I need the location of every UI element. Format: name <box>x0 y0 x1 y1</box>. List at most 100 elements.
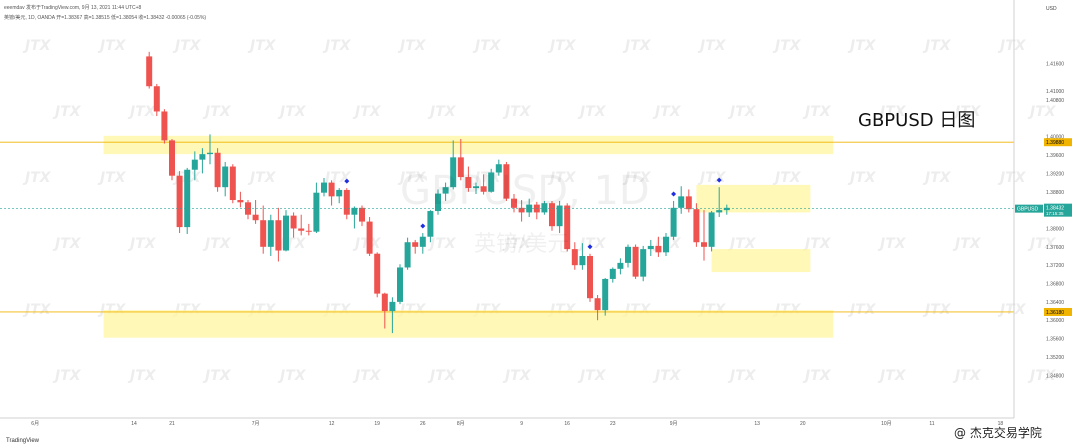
candle-body[interactable] <box>290 215 297 229</box>
candle-body[interactable] <box>602 278 609 311</box>
candle-body[interactable] <box>435 193 441 212</box>
candle-body[interactable] <box>587 256 593 299</box>
watermark-tile: JTX <box>802 104 832 120</box>
candle-body[interactable] <box>184 169 191 228</box>
watermark-tile: JTX <box>847 170 877 186</box>
candle-body[interactable] <box>625 246 631 263</box>
candle-body[interactable] <box>511 198 517 208</box>
candle-body[interactable] <box>473 186 479 189</box>
watermark-tile: JTX <box>847 38 877 54</box>
candle-body[interactable] <box>351 207 358 215</box>
candle-body[interactable] <box>298 228 305 231</box>
candle-body[interactable] <box>678 196 685 208</box>
candle-body[interactable] <box>549 203 555 227</box>
candle-body[interactable] <box>267 220 274 247</box>
x-tick-label: 7月 <box>252 421 260 427</box>
candle-body[interactable] <box>237 200 244 203</box>
candle-body[interactable] <box>207 152 213 155</box>
candle-body[interactable] <box>275 220 282 251</box>
candle-body[interactable] <box>313 192 320 232</box>
candle-body[interactable] <box>397 267 403 302</box>
candle-body[interactable] <box>579 256 586 266</box>
candle-body[interactable] <box>374 253 381 294</box>
signal-marker <box>344 178 350 184</box>
candle-body[interactable] <box>663 236 669 253</box>
candle-body[interactable] <box>594 298 601 311</box>
candle-body[interactable] <box>328 182 335 197</box>
price-zone <box>696 184 811 213</box>
candle-body[interactable] <box>617 262 624 269</box>
candle-body[interactable] <box>457 157 464 178</box>
watermark-tile: JTX <box>502 104 532 120</box>
candle-body[interactable] <box>708 212 715 247</box>
candle-body[interactable] <box>693 209 700 243</box>
candle-body[interactable] <box>381 293 388 312</box>
candle-body[interactable] <box>161 111 168 141</box>
candle-body[interactable] <box>701 242 707 247</box>
candle-body[interactable] <box>670 207 677 237</box>
watermark-tile: JTX <box>22 38 52 54</box>
candle-body[interactable] <box>260 220 267 247</box>
candle-body[interactable] <box>442 187 449 194</box>
candle-body[interactable] <box>199 154 206 160</box>
y-tick-label: 1.38000 <box>1046 226 1064 232</box>
candle-body[interactable] <box>480 186 487 192</box>
watermark-symbol: GBPUSD, 1D <box>400 168 650 214</box>
candle-body[interactable] <box>305 230 312 232</box>
candle-body[interactable] <box>404 242 411 268</box>
candle-body[interactable] <box>450 157 457 188</box>
candle-body[interactable] <box>366 221 373 254</box>
candle-body[interactable] <box>176 175 183 228</box>
candle-body[interactable] <box>723 207 730 211</box>
candle-body[interactable] <box>283 215 289 251</box>
candle-body[interactable] <box>655 245 662 253</box>
candle-body[interactable] <box>321 182 327 193</box>
candle-body[interactable] <box>153 86 160 112</box>
watermark-tile: JTX <box>847 302 877 318</box>
candle-body[interactable] <box>632 246 639 277</box>
candle-body[interactable] <box>359 207 365 222</box>
candle-body[interactable] <box>640 249 647 277</box>
candle-body[interactable] <box>389 301 396 312</box>
candle-body[interactable] <box>518 207 525 213</box>
candle-body[interactable] <box>685 196 692 210</box>
candle-body[interactable] <box>571 249 578 266</box>
candle-body[interactable] <box>169 140 175 176</box>
candle-body[interactable] <box>419 236 426 247</box>
candle-body[interactable] <box>214 152 221 188</box>
candle-body[interactable] <box>503 164 510 199</box>
plot-background <box>0 0 1014 447</box>
candle-body[interactable] <box>541 203 548 213</box>
candle-body[interactable] <box>412 242 419 247</box>
watermark-tile: JTX <box>922 170 952 186</box>
candle-body[interactable] <box>495 164 502 173</box>
x-tick-label: 18 <box>998 421 1004 427</box>
watermark-tile: JTX <box>52 104 82 120</box>
candle-body[interactable] <box>647 245 654 250</box>
candle-body[interactable] <box>609 268 616 279</box>
candle-body[interactable] <box>427 211 434 237</box>
candle-body[interactable] <box>556 205 563 227</box>
x-tick-label: 9 <box>520 421 523 427</box>
candle-body[interactable] <box>564 205 571 250</box>
candle-body[interactable] <box>343 189 350 215</box>
y-tick-label: 1.39200 <box>1046 171 1064 177</box>
watermark-tile: JTX <box>802 368 832 384</box>
watermark-tile: JTX <box>577 368 607 384</box>
watermark-tile: JTX <box>52 368 82 384</box>
candle-body[interactable] <box>229 166 236 201</box>
candle-body[interactable] <box>336 189 343 197</box>
candle-body[interactable] <box>488 172 495 192</box>
candle-body[interactable] <box>146 56 153 87</box>
candle-body[interactable] <box>465 177 472 189</box>
tradingview-logo[interactable]: TradingView <box>6 438 40 444</box>
watermark-tile: JTX <box>247 170 277 186</box>
candle-body[interactable] <box>716 210 723 213</box>
candle-body[interactable] <box>191 159 198 170</box>
candle-body[interactable] <box>252 214 259 221</box>
time-axis[interactable]: 6月 14 21 7月 12 19 26 8月 9 16 23 9月 13 20 10月 11 18 <box>31 421 1003 427</box>
watermark-tile: JTX <box>1027 368 1057 384</box>
x-tick-label: 6月 <box>31 421 39 427</box>
price-axis[interactable]: USD 1.41600 1.41000 1.40800 1.40000 1.39600 1.… <box>1046 6 1064 379</box>
candle-body[interactable] <box>222 166 229 188</box>
